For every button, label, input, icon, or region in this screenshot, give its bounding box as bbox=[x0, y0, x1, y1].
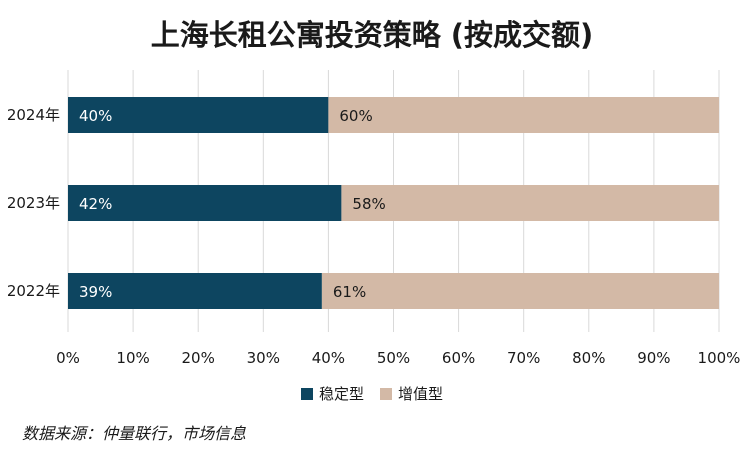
category-label: 2024年 bbox=[7, 106, 60, 124]
legend-label: 增值型 bbox=[398, 385, 443, 403]
bar-segment bbox=[328, 97, 719, 133]
bar-segment bbox=[68, 97, 329, 133]
data-label: 40% bbox=[79, 107, 112, 125]
chart-title: 上海长租公寓投资策略 (按成交额) bbox=[150, 18, 594, 52]
x-tick-label: 10% bbox=[116, 349, 149, 367]
x-tick-label: 0% bbox=[56, 349, 80, 367]
data-label: 42% bbox=[79, 195, 112, 213]
x-tick-label: 40% bbox=[312, 349, 345, 367]
bar-segment bbox=[321, 273, 719, 309]
legend-label: 稳定型 bbox=[319, 385, 364, 403]
source-note: 数据来源：仲量联行，市场信息 bbox=[22, 424, 247, 443]
x-tick-label: 50% bbox=[377, 349, 410, 367]
bar-segment bbox=[68, 185, 342, 221]
x-tick-label: 70% bbox=[507, 349, 540, 367]
legend-swatch bbox=[380, 388, 392, 400]
x-tick-label: 80% bbox=[572, 349, 605, 367]
data-label: 39% bbox=[79, 283, 112, 301]
data-label: 61% bbox=[333, 283, 366, 301]
x-tick-label: 60% bbox=[442, 349, 475, 367]
data-label: 58% bbox=[352, 195, 385, 213]
x-tick-label: 90% bbox=[637, 349, 670, 367]
bar-segment bbox=[341, 185, 719, 221]
category-label: 2022年 bbox=[7, 282, 60, 300]
x-tick-label: 20% bbox=[182, 349, 215, 367]
data-label: 60% bbox=[339, 107, 372, 125]
category-label: 2023年 bbox=[7, 194, 60, 212]
bar-segment bbox=[68, 273, 322, 309]
x-tick-label: 100% bbox=[698, 349, 741, 367]
legend-swatch bbox=[301, 388, 313, 400]
x-tick-label: 30% bbox=[247, 349, 280, 367]
